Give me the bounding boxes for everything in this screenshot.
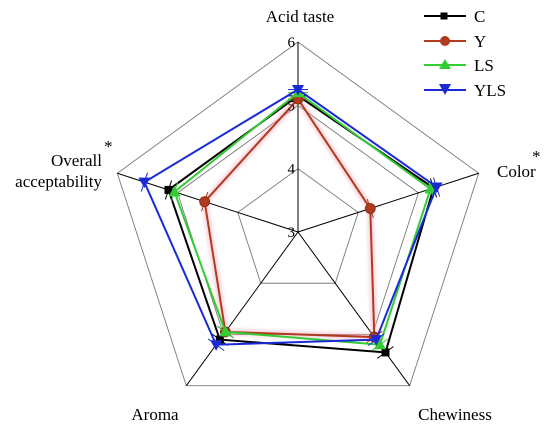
data-point-y-color bbox=[364, 203, 376, 214]
axis-label-overall-line2: acceptability bbox=[15, 172, 102, 191]
data-point-ls-color bbox=[424, 182, 437, 194]
legend-marker-y bbox=[440, 36, 450, 46]
legend-item-c: C bbox=[424, 7, 485, 26]
axis-label-aroma: Aroma bbox=[131, 405, 179, 424]
axis-spoke-color bbox=[297, 172, 479, 233]
data-point-yls-color bbox=[430, 182, 443, 193]
tick-label-4: 4 bbox=[288, 162, 296, 178]
legend-label-yls: YLS bbox=[474, 81, 506, 100]
data-point-ls-overall-acceptability bbox=[168, 185, 181, 197]
data-point-c-aroma bbox=[215, 335, 224, 344]
series-line-ls bbox=[173, 91, 432, 346]
legend-item-yls: YLS bbox=[424, 81, 506, 100]
data-point-y-overall-acceptability bbox=[199, 196, 211, 208]
data-point-ls-chewiness bbox=[373, 338, 386, 350]
legend-item-ls: LS bbox=[424, 56, 494, 75]
axis-label-color: Color bbox=[497, 162, 536, 181]
legend-marker-ls bbox=[439, 59, 451, 69]
series-group bbox=[138, 85, 443, 359]
tick-label-5: 5 bbox=[288, 98, 296, 114]
legend-label-ls: LS bbox=[474, 56, 494, 75]
data-point-yls-aroma bbox=[210, 340, 223, 351]
legend-label-c: C bbox=[474, 7, 485, 26]
data-point-yls-chewiness bbox=[370, 335, 383, 346]
significance-mark-color: * bbox=[532, 147, 541, 166]
axis-spoke-aroma bbox=[185, 231, 299, 387]
tick-label-3: 3 bbox=[288, 225, 296, 241]
series-line-yls bbox=[143, 88, 438, 346]
tick-labels: 3 4 5 6 bbox=[288, 35, 296, 241]
series-line-c bbox=[167, 94, 435, 354]
data-point-c-color bbox=[429, 183, 438, 192]
axis-label-overall-line1: Overall bbox=[51, 151, 102, 170]
axis-spokes bbox=[117, 42, 479, 387]
tick-label-6: 6 bbox=[288, 35, 296, 51]
data-point-yls-overall-acceptability bbox=[138, 177, 151, 189]
legend-marker-c bbox=[440, 12, 448, 20]
data-point-ls-aroma bbox=[219, 325, 232, 337]
significance-mark-overall: * bbox=[104, 137, 113, 156]
series-line-y bbox=[203, 97, 376, 339]
series-yls bbox=[138, 85, 443, 352]
legend-item-y: Y bbox=[424, 32, 486, 51]
legend: C Y LS YLS bbox=[424, 7, 506, 100]
axis-label-acid-taste: Acid taste bbox=[266, 7, 334, 26]
grid-ring-4 bbox=[237, 168, 359, 284]
data-point-c-chewiness bbox=[381, 348, 390, 357]
legend-label-y: Y bbox=[474, 32, 486, 51]
legend-marker-yls bbox=[439, 84, 451, 95]
axis-spoke-chewiness bbox=[297, 231, 411, 387]
axis-label-chewiness: Chewiness bbox=[418, 405, 492, 424]
series-c bbox=[164, 91, 438, 359]
grid-ring-6 bbox=[116, 41, 480, 387]
data-point-yls-acid-taste bbox=[292, 85, 304, 96]
data-point-c-overall-acceptability bbox=[164, 185, 173, 194]
